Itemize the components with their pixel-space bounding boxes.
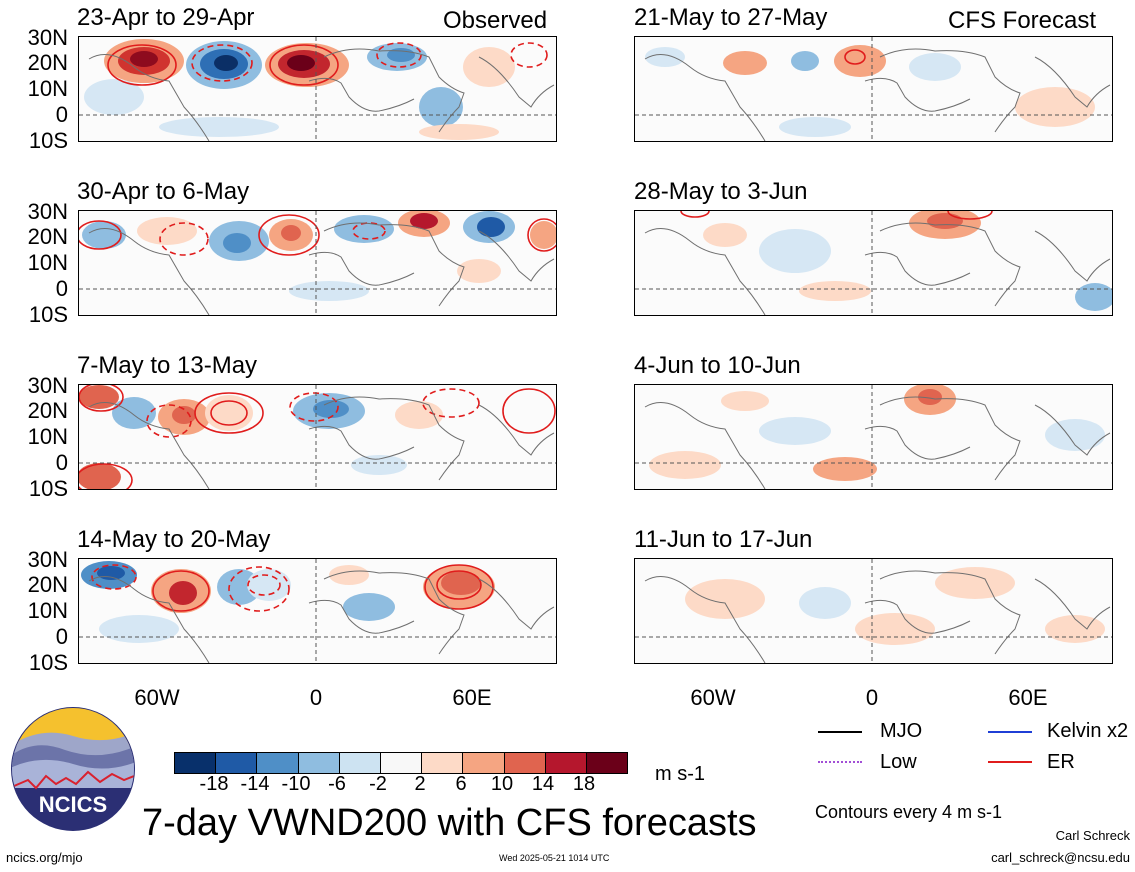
observed-panel-3-title: 7-May to 13-May — [77, 352, 258, 379]
lon-label: 60E — [452, 685, 492, 710]
colorbar — [174, 752, 628, 774]
colorbar-tick: -18 — [199, 773, 229, 795]
colorbar-tick: 10 — [490, 773, 514, 795]
lat-label: 10N — [27, 250, 68, 275]
mjo-legend-line — [818, 731, 862, 733]
forecast-map-4 — [634, 558, 1113, 664]
colorbar-tick: 18 — [572, 773, 596, 795]
forecast-map-2 — [634, 210, 1113, 316]
colorbar-swatch — [297, 753, 339, 773]
lat-label: 20N — [27, 50, 68, 75]
lat-label: 20N — [27, 224, 68, 249]
mjo-legend-label: MJO — [880, 720, 923, 742]
lat-label: 0 — [55, 624, 68, 649]
colorbar-swatch — [544, 753, 586, 773]
lat-label: 20N — [27, 572, 68, 597]
lat-label: 10S — [28, 476, 68, 501]
er-legend-line — [988, 761, 1032, 763]
lon-label: 0 — [309, 685, 323, 710]
colorbar-units: m s-1 — [655, 763, 705, 785]
colorbar-tick: 6 — [455, 773, 467, 795]
contours-note: Contours every 4 m s-1 — [815, 802, 1003, 822]
forecast-panel-2-title: 28-May to 3-Jun — [634, 178, 808, 205]
observed-map-4 — [78, 558, 557, 664]
colorbar-swatch — [215, 753, 257, 773]
lat-label: 20N — [27, 398, 68, 423]
forecast-panel-1-title: 21-May to 27-May — [634, 4, 828, 31]
forecast-panel-4-title: 11-Jun to 17-Jun — [634, 526, 813, 553]
lat-label: 10S — [28, 128, 68, 153]
lat-label: 30N — [27, 373, 68, 398]
lat-label: 0 — [55, 102, 68, 127]
low-legend-label: Low — [880, 751, 917, 773]
forecast-map-1 — [634, 36, 1113, 142]
lat-label: 10S — [28, 302, 68, 327]
lat-label: 30N — [27, 547, 68, 572]
forecast-map-3 — [634, 384, 1113, 490]
footer-url: ncics.org/mjo — [6, 850, 83, 865]
lat-label: 10N — [27, 424, 68, 449]
colorbar-swatch — [338, 753, 380, 773]
lat-label: 10N — [27, 598, 68, 623]
lat-label: 0 — [55, 276, 68, 301]
footer-email: carl_schreck@ncsu.edu — [991, 850, 1130, 865]
observed-map-1 — [78, 36, 557, 142]
colorbar-swatch — [175, 753, 216, 773]
lat-label: 30N — [27, 25, 68, 50]
colorbar-tick: 2 — [414, 773, 426, 795]
colorbar-swatch — [421, 753, 463, 773]
lon-label: 60W — [134, 685, 180, 710]
kelvin-legend-line — [988, 731, 1032, 733]
lon-label: 60W — [690, 685, 736, 710]
er-legend-label: ER — [1047, 751, 1075, 773]
colorbar-swatch — [379, 753, 422, 773]
lon-label: 0 — [865, 685, 879, 710]
lat-label: 30N — [27, 199, 68, 224]
colorbar-tick: 14 — [531, 773, 555, 795]
colorbar-tick: -14 — [240, 773, 270, 795]
logo-text: NCICS — [39, 792, 107, 817]
forecast-label: CFS Forecast — [948, 7, 1097, 34]
lat-label: 10S — [28, 650, 68, 675]
low-legend-line — [818, 761, 862, 763]
colorbar-swatch — [585, 753, 628, 773]
lat-label: 10N — [27, 76, 68, 101]
observed-panel-4-title: 14-May to 20-May — [77, 526, 271, 553]
colorbar-tick: -2 — [369, 773, 387, 795]
forecast-panel-3-title: 4-Jun to 10-Jun — [634, 352, 801, 379]
observed-map-2 — [78, 210, 557, 316]
observed-map-3 — [78, 384, 557, 490]
kelvin-legend-label: Kelvin x2 — [1047, 720, 1129, 742]
footer-author: Carl Schreck — [1055, 828, 1130, 843]
observed-panel-1-title: 23-Apr to 29-Apr — [77, 4, 255, 31]
footer-timestamp: Wed 2025-05-21 1014 UTC — [499, 853, 610, 863]
colorbar-swatch — [503, 753, 545, 773]
colorbar-swatch — [256, 753, 298, 773]
ncics-logo: NCICS — [10, 706, 136, 832]
lat-label: 0 — [55, 450, 68, 475]
lon-label: 60E — [1008, 685, 1048, 710]
observed-label: Observed — [443, 7, 548, 34]
observed-panel-2-title: 30-Apr to 6-May — [77, 178, 250, 205]
colorbar-swatch — [462, 753, 504, 773]
colorbar-tick: -10 — [281, 773, 311, 795]
colorbar-tick: -6 — [328, 773, 346, 795]
main-title: 7-day VWND200 with CFS forecasts — [142, 802, 757, 844]
